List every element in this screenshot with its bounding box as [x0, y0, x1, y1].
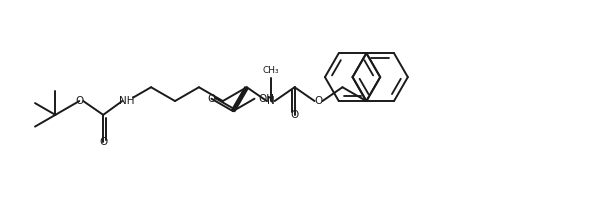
Text: O: O [291, 110, 299, 120]
Text: O: O [99, 137, 108, 147]
Text: O: O [314, 96, 323, 106]
Text: OH: OH [258, 94, 274, 104]
Text: O: O [75, 96, 83, 106]
Text: NH: NH [119, 96, 135, 106]
Text: CH₃: CH₃ [263, 66, 279, 75]
Text: N: N [267, 96, 275, 106]
Text: O: O [207, 94, 216, 104]
